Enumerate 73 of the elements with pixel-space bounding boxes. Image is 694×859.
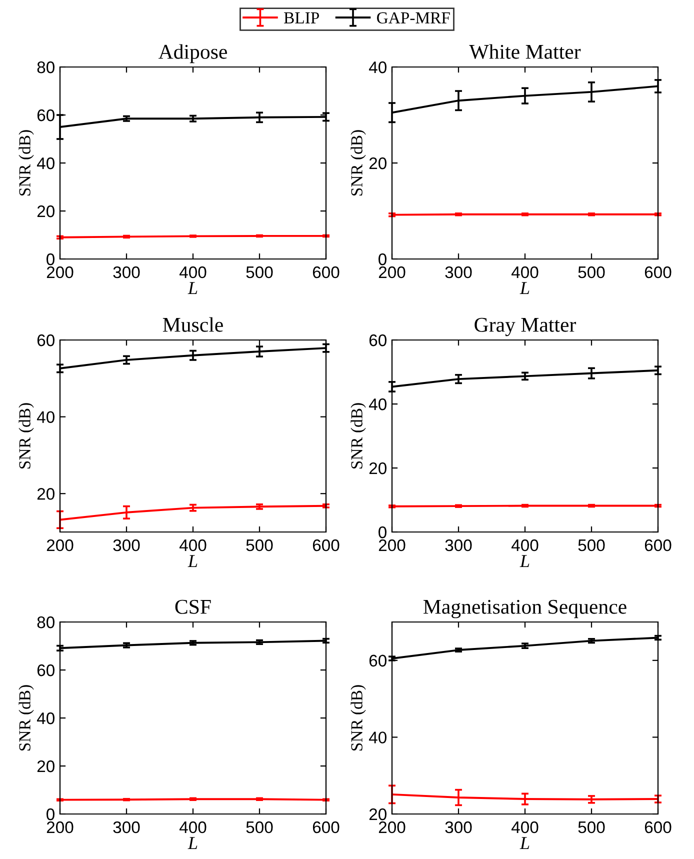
y-axis-title: SNR (dB) bbox=[18, 403, 34, 468]
x-axis-title: L bbox=[520, 282, 530, 294]
x-tick-label: 300 bbox=[113, 266, 140, 278]
y-axis-title: SNR (dB) bbox=[350, 685, 366, 750]
x-tick-label: 400 bbox=[511, 266, 538, 278]
x-tick-label: 500 bbox=[578, 539, 605, 552]
x-tick-label: 300 bbox=[445, 539, 472, 552]
y-tick-label: 60 bbox=[37, 334, 54, 346]
y-axis-title: SNR (dB) bbox=[350, 403, 366, 468]
y-tick-label: 60 bbox=[369, 334, 386, 346]
x-tick-label: 200 bbox=[46, 539, 74, 552]
y-tick-label: 20 bbox=[369, 157, 386, 170]
y-tick-label: 40 bbox=[36, 157, 54, 170]
chart-title: Gray Matter bbox=[474, 318, 576, 336]
x-tick-label: 200 bbox=[46, 266, 74, 278]
x-tick-label: 600 bbox=[644, 539, 672, 552]
y-tick-label: 0 bbox=[46, 808, 54, 820]
x-tick-label: 400 bbox=[179, 266, 206, 278]
x-tick-label: 500 bbox=[246, 821, 273, 834]
x-axis-title: L bbox=[188, 282, 198, 294]
y-tick-label: 40 bbox=[36, 411, 54, 424]
x-tick-label: 200 bbox=[378, 539, 406, 552]
x-tick-label: 600 bbox=[644, 266, 672, 278]
y-tick-label: 20 bbox=[37, 760, 54, 772]
y-tick-label: 40 bbox=[36, 712, 54, 724]
y-tick-label: 0 bbox=[378, 526, 386, 538]
x-tick-label: 400 bbox=[179, 821, 206, 834]
chart-title: White Matter bbox=[469, 44, 581, 59]
x-tick-label: 600 bbox=[644, 821, 672, 834]
y-tick-label: 20 bbox=[37, 205, 54, 218]
y-tick-label: 60 bbox=[37, 664, 54, 676]
y-tick-label: 60 bbox=[369, 654, 386, 667]
y-tick-label: 20 bbox=[369, 808, 386, 820]
chart-title: Adipose bbox=[158, 44, 227, 64]
chart-title: Muscle bbox=[162, 317, 223, 332]
legend-label: GAP-MRF bbox=[377, 12, 450, 24]
y-axis-title: SNR (dB) bbox=[18, 685, 34, 750]
y-tick-label: 80 bbox=[37, 616, 54, 628]
x-axis-title: L bbox=[520, 555, 530, 568]
x-tick-label: 300 bbox=[445, 266, 472, 278]
x-tick-label: 400 bbox=[511, 821, 538, 834]
y-tick-label: 80 bbox=[37, 61, 54, 74]
x-axis-title: L bbox=[520, 837, 530, 850]
y-tick-label: 20 bbox=[369, 462, 386, 474]
x-tick-label: 400 bbox=[179, 539, 206, 552]
y-tick-label: 60 bbox=[37, 109, 54, 122]
x-tick-label: 500 bbox=[246, 539, 273, 552]
y-axis-title: SNR (dB) bbox=[350, 130, 366, 196]
x-tick-label: 600 bbox=[312, 266, 340, 278]
x-tick-label: 600 bbox=[312, 821, 340, 834]
x-tick-label: 500 bbox=[578, 266, 605, 278]
x-tick-label: 300 bbox=[445, 821, 472, 834]
x-tick-label: 500 bbox=[578, 821, 605, 834]
y-tick-label: 0 bbox=[46, 253, 54, 266]
y-tick-label: 40 bbox=[368, 61, 386, 74]
x-axis-title: L bbox=[188, 555, 198, 568]
x-tick-label: 500 bbox=[246, 266, 273, 278]
y-tick-label: 0 bbox=[378, 253, 386, 266]
y-tick-label: 20 bbox=[37, 488, 54, 500]
chart-title: Magnetisation Sequence bbox=[423, 600, 626, 618]
x-tick-label: 200 bbox=[378, 821, 406, 834]
y-axis-title: SNR (dB) bbox=[18, 130, 34, 196]
x-axis-title: L bbox=[188, 837, 198, 850]
x-tick-label: 300 bbox=[113, 539, 140, 552]
x-tick-label: 200 bbox=[46, 821, 74, 834]
x-tick-label: 300 bbox=[113, 821, 140, 834]
x-tick-label: 400 bbox=[511, 539, 538, 552]
legend-label: BLIP bbox=[284, 12, 320, 24]
chart-title: CSF bbox=[175, 600, 211, 614]
x-tick-label: 600 bbox=[312, 539, 340, 552]
y-tick-label: 40 bbox=[368, 398, 386, 410]
x-tick-label: 200 bbox=[378, 266, 406, 278]
y-tick-label: 40 bbox=[368, 732, 386, 744]
